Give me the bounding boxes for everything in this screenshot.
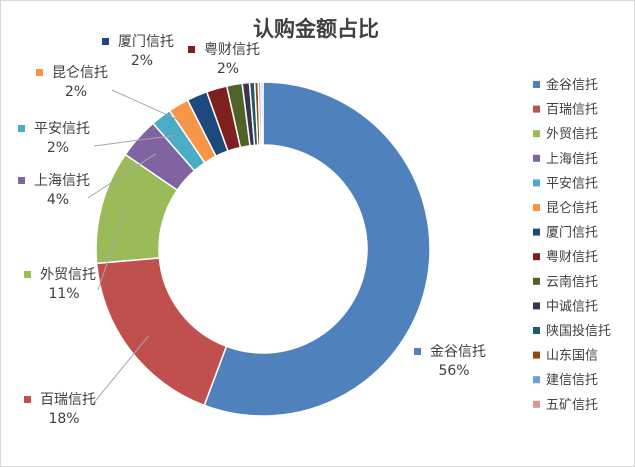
data-label-name: 上海信托 xyxy=(34,173,90,189)
leader-line xyxy=(87,153,157,199)
legend-swatch xyxy=(533,130,540,138)
data-label-6: 昆仑信托 2% xyxy=(36,65,108,100)
data-label-value: 18% xyxy=(48,411,79,427)
slice-2 xyxy=(95,257,228,407)
data-label-value: 2% xyxy=(131,53,153,69)
legend-label: 五矿信托 xyxy=(546,398,598,413)
legend-label: 厦门信托 xyxy=(546,226,598,241)
legend-label: 上海信托 xyxy=(546,152,598,167)
data-label-key xyxy=(188,46,195,53)
legend-swatch xyxy=(533,351,540,359)
legend-swatch xyxy=(533,179,540,187)
data-label-key xyxy=(24,396,31,403)
legend-label: 百瑞信托 xyxy=(546,103,598,118)
legend-item-8: 粤财信托 xyxy=(533,249,598,265)
data-label-key xyxy=(18,125,25,132)
legend-label: 粤财信托 xyxy=(546,249,598,265)
data-label-3: 外贸信托 11% xyxy=(24,267,96,302)
leader-lines xyxy=(87,89,191,406)
data-label-name: 厦门信托 xyxy=(118,34,174,50)
data-label-4: 上海信托 4% xyxy=(18,173,90,208)
legend-label: 建信信托 xyxy=(546,373,598,388)
legend-swatch xyxy=(533,302,540,310)
legend-item-4: 上海信托 xyxy=(533,152,598,167)
leader-line xyxy=(93,134,176,147)
data-label-key xyxy=(102,38,109,45)
data-label-7: 厦门信托 2% xyxy=(102,34,174,69)
legend-item-6: 昆仑信托 xyxy=(533,201,598,216)
data-label-key xyxy=(414,348,421,355)
leader-line xyxy=(91,335,150,406)
legend-item-7: 厦门信托 xyxy=(533,226,598,241)
data-label-2: 百瑞信托 18% xyxy=(24,392,96,427)
leader-line xyxy=(111,89,191,126)
data-label-key xyxy=(18,177,25,184)
legend-label: 昆仑信托 xyxy=(546,201,598,216)
legend-swatch xyxy=(533,400,540,408)
data-label-5: 平安信托 2% xyxy=(18,121,90,156)
legend-item-12: 山东国信 xyxy=(533,349,598,364)
data-labels: 金谷信托56%百瑞信托18%外贸信托11%上海信托4%平安信托2%昆仑信托2%厦… xyxy=(18,34,486,427)
data-label-value: 2% xyxy=(217,61,239,77)
data-label-value: 2% xyxy=(47,140,69,156)
data-label-value: 56% xyxy=(438,363,469,379)
legend-label: 平安信托 xyxy=(546,176,598,191)
data-label-key xyxy=(36,69,43,76)
legend-item-5: 平安信托 xyxy=(533,176,598,191)
legend-item-3: 外贸信托 xyxy=(533,127,598,142)
donut-slices xyxy=(95,81,431,417)
legend-swatch xyxy=(533,81,540,88)
legend: 金谷信托百瑞信托外贸信托上海信托平安信托昆仑信托厦门信托粤财信托云南信托中诚信托… xyxy=(533,77,611,413)
legend-label: 外贸信托 xyxy=(546,127,598,142)
legend-swatch xyxy=(533,277,540,285)
data-label-value: 2% xyxy=(65,84,87,100)
slice-1 xyxy=(203,81,431,417)
data-label-name: 昆仑信托 xyxy=(52,65,108,81)
legend-label: 山东国信 xyxy=(546,349,598,364)
data-label-name: 平安信托 xyxy=(34,121,90,137)
data-label-value: 11% xyxy=(48,286,79,302)
data-label-key xyxy=(24,271,31,278)
legend-label: 金谷信托 xyxy=(546,77,598,93)
legend-item-13: 建信信托 xyxy=(533,373,598,388)
data-label-name: 金谷信托 xyxy=(430,344,486,360)
legend-swatch xyxy=(533,154,540,162)
legend-swatch xyxy=(533,376,540,384)
legend-swatch xyxy=(533,228,540,236)
data-label-name: 百瑞信托 xyxy=(40,392,96,408)
data-label-value: 4% xyxy=(47,192,69,208)
leader-line xyxy=(97,212,125,291)
legend-label: 陕国投信托 xyxy=(546,323,611,339)
legend-item-11: 陕国投信托 xyxy=(533,323,611,339)
legend-swatch xyxy=(533,105,540,113)
legend-item-14: 五矿信托 xyxy=(533,398,598,413)
data-label-name: 外贸信托 xyxy=(40,267,96,283)
legend-swatch xyxy=(533,204,540,211)
legend-label: 云南信托 xyxy=(546,274,598,290)
legend-label: 中诚信托 xyxy=(546,299,598,314)
data-label-name: 粤财信托 xyxy=(204,42,260,58)
legend-item-1: 金谷信托 xyxy=(533,77,598,93)
legend-swatch xyxy=(533,253,540,261)
legend-swatch xyxy=(533,327,540,334)
slice-14 xyxy=(260,81,264,146)
data-label-1: 金谷信托 56% xyxy=(414,344,486,379)
chart-title: 认购金额占比 xyxy=(253,17,379,41)
legend-item-9: 云南信托 xyxy=(533,274,598,290)
legend-item-10: 中诚信托 xyxy=(533,299,598,314)
data-label-8: 粤财信托 2% xyxy=(188,42,260,77)
legend-item-2: 百瑞信托 xyxy=(533,103,598,118)
